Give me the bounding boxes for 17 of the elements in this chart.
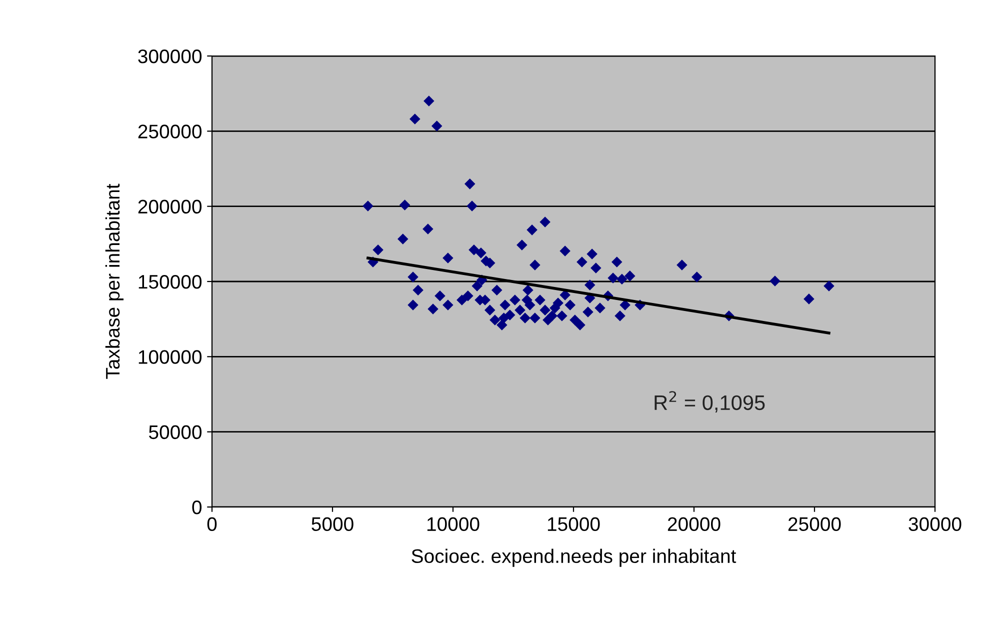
annotation: R$^{2}$ = 0,1095	[654, 391, 765, 413]
y-tick-label: 150000	[138, 274, 202, 289]
y-tick-label: 250000	[138, 124, 202, 138]
y-tick-label: 300000	[138, 49, 202, 64]
y-tick-label: 0	[192, 500, 202, 514]
y-tick-label: 200000	[138, 200, 202, 214]
x-tick-label: 0	[207, 517, 217, 532]
x-tick-label: 5000	[312, 517, 354, 532]
x-tick-label: 25000	[788, 517, 841, 532]
y-tick-label: 100000	[138, 350, 202, 364]
y-axis-title: Taxbase per inhabitant	[105, 184, 124, 379]
x-tick-label: 30000	[908, 517, 962, 532]
x-axis-title: Socioec. expend.needs per inhabitant	[412, 548, 736, 567]
x-tick-label: 20000	[668, 517, 720, 532]
x-tick-label: 15000	[548, 517, 600, 532]
y-tick-label: 50000	[148, 425, 202, 440]
x-tick-label: 10000	[427, 517, 480, 532]
